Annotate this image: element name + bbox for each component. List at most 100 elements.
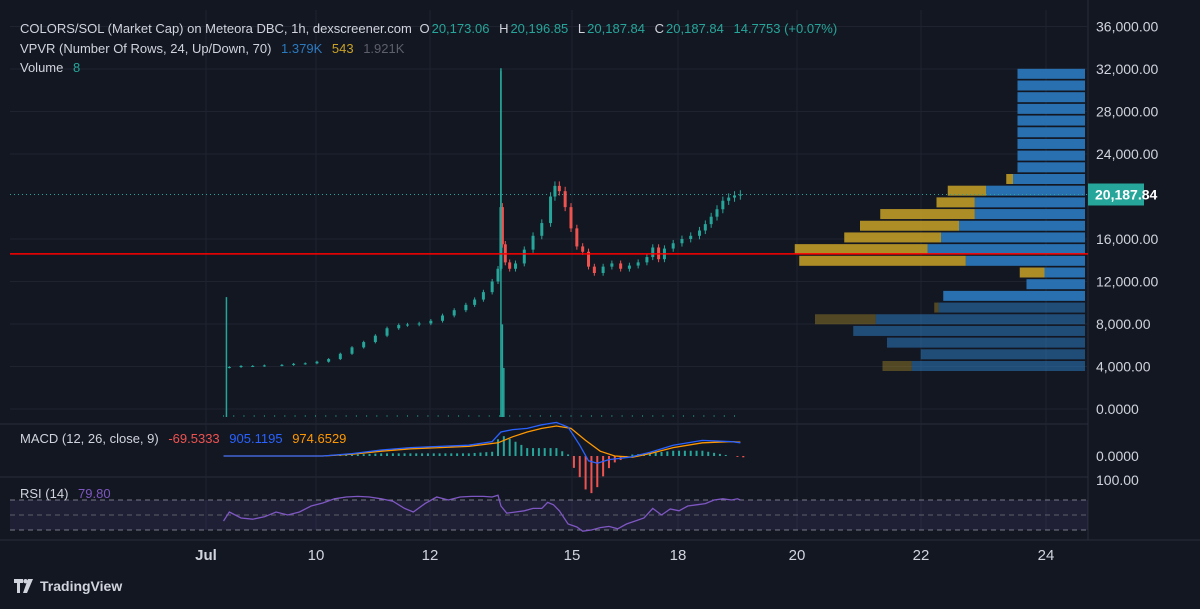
price-tick-label: 28,000.00 <box>1096 104 1158 120</box>
volume-profile-down-bar <box>936 197 975 208</box>
candle-body <box>496 268 500 282</box>
candle-body <box>397 325 401 329</box>
price-tick-label: 12,000.00 <box>1096 274 1158 290</box>
candle-body <box>280 364 284 366</box>
candle-body <box>709 216 713 225</box>
volume-profile-up-bar <box>943 290 1085 301</box>
vpvr-down-value: 543 <box>331 41 354 56</box>
candle-body <box>385 328 389 336</box>
candle-body <box>464 304 468 311</box>
volume-profile-up-bar <box>959 220 1085 231</box>
time-tick-label: 15 <box>564 547 581 564</box>
macd-hist-value: -69.5333 <box>168 431 220 446</box>
low-label: L <box>577 21 586 36</box>
candle-body <box>557 185 561 192</box>
vpvr-total-value: 1.921K <box>363 41 405 56</box>
volume-profile-down-bar <box>880 209 975 220</box>
time-tick-label: 20 <box>789 547 806 564</box>
last-price-label: 20,187.84 <box>1095 187 1157 203</box>
candle-body <box>645 257 649 263</box>
tradingview-brand: TradingView <box>40 578 123 594</box>
candle-body <box>362 342 366 348</box>
candle-body <box>619 263 623 269</box>
macd-axis-tick: 0.0000 <box>1096 448 1139 464</box>
volume-profile-up-bar <box>927 244 1085 255</box>
candle-body <box>563 191 567 208</box>
volume-profile-up-bar <box>1017 162 1085 173</box>
volume-profile-up-bar <box>941 232 1085 243</box>
macd-value: 905.1195 <box>229 431 283 446</box>
time-tick-label: 10 <box>308 547 325 564</box>
change-value: 14.7753 (+0.07%) <box>733 21 838 36</box>
tradingview-logo[interactable]: TradingView <box>14 578 122 594</box>
rsi-band <box>10 500 1088 530</box>
close-label: C <box>654 21 665 36</box>
volume-profile-up-bar <box>974 209 1085 220</box>
volume-profile-up-bar <box>1017 68 1085 79</box>
candle-body <box>315 361 319 364</box>
candle-body <box>373 335 377 343</box>
candle-body <box>327 359 331 362</box>
vpvr-label: VPVR (Number Of Rows, 24, Up/Down, 70) <box>20 41 272 56</box>
candle-body <box>338 353 342 360</box>
price-tick-label: 8,000.00 <box>1096 316 1151 332</box>
candle-body <box>680 239 684 244</box>
candle-body <box>227 367 231 369</box>
symbol-title: COLORS/SOL (Market Cap) on Meteora DBC, … <box>20 21 412 36</box>
candle-body <box>500 207 504 245</box>
candle-body <box>549 196 553 224</box>
legend-volume: Volume 8 <box>20 60 82 76</box>
volume-profile-up-bar <box>1017 138 1085 149</box>
volume-profile-up-bar <box>938 302 1085 313</box>
vpvr-up-value: 1.379K <box>281 41 323 56</box>
price-tick-label: 16,000.00 <box>1096 231 1158 247</box>
candle-body <box>592 266 596 273</box>
candle-body <box>721 200 725 210</box>
macd-signal-line <box>223 425 741 458</box>
low-value: 20,187.84 <box>587 21 645 36</box>
price-tick-label: 36,000.00 <box>1096 19 1158 35</box>
time-tick-label: 18 <box>670 547 687 564</box>
volume-profile-up-bar <box>1044 267 1085 278</box>
candle-body <box>251 365 255 367</box>
volume-profile-down-bar <box>799 255 966 266</box>
candle-body <box>473 299 477 305</box>
price-tick-label: 24,000.00 <box>1096 146 1158 162</box>
volume-profile-up-bar <box>875 314 1085 325</box>
candle-body <box>508 262 512 269</box>
rsi-axis-tick: 100.00 <box>1096 472 1139 488</box>
candle-body <box>651 247 655 258</box>
volume-profile-down-bar <box>815 314 876 325</box>
rsi-line <box>222 494 741 532</box>
high-label: H <box>499 21 509 36</box>
candle-body <box>405 324 409 326</box>
candle-body <box>441 315 445 321</box>
candle-body <box>703 224 707 231</box>
time-tick-label: 24 <box>1038 547 1055 564</box>
volume-profile-up-bar <box>974 197 1085 208</box>
close-value: 20,187.84 <box>666 21 724 36</box>
candle-body <box>738 194 742 196</box>
volume-profile-down-bar <box>794 244 928 255</box>
volume-label: Volume <box>20 60 64 75</box>
volume-profile-down-bar <box>1006 174 1013 184</box>
candle-body <box>636 262 640 266</box>
candle-body <box>514 263 518 269</box>
volume-profile-up-bar <box>1017 92 1085 103</box>
volume-profile-up-bar <box>1026 279 1085 290</box>
volume-profile-up-bar <box>853 325 1085 336</box>
price-tick-label: 0.0000 <box>1096 401 1139 417</box>
volume-profile-up-bar <box>920 349 1085 360</box>
volume-value: 8 <box>73 60 81 75</box>
candle-body <box>671 243 675 249</box>
volume-profile-down-bar <box>1019 267 1045 278</box>
rsi-value: 79.80 <box>78 486 111 501</box>
volume-profile-up-bar <box>1017 103 1085 114</box>
candle-body <box>429 320 433 324</box>
time-tick-label: 22 <box>913 547 930 564</box>
volume-profile-down-bar <box>947 185 986 196</box>
candle-body <box>727 197 731 201</box>
volume-profile-down-bar <box>860 220 959 231</box>
